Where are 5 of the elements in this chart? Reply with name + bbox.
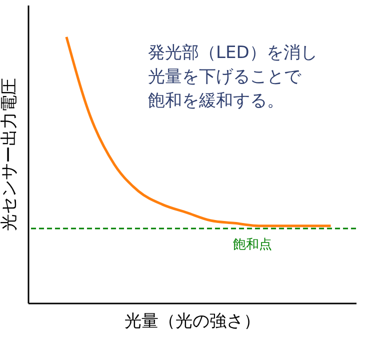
annotation: 光量を下げることで	[148, 67, 302, 87]
annotation: 飽和を緩和する。	[148, 91, 284, 111]
y-axis-title: 光センサー出力電圧	[0, 78, 20, 231]
ref-line-label: 飽和点	[233, 238, 272, 252]
annotation: 発光部（LED）を消し	[148, 43, 318, 63]
